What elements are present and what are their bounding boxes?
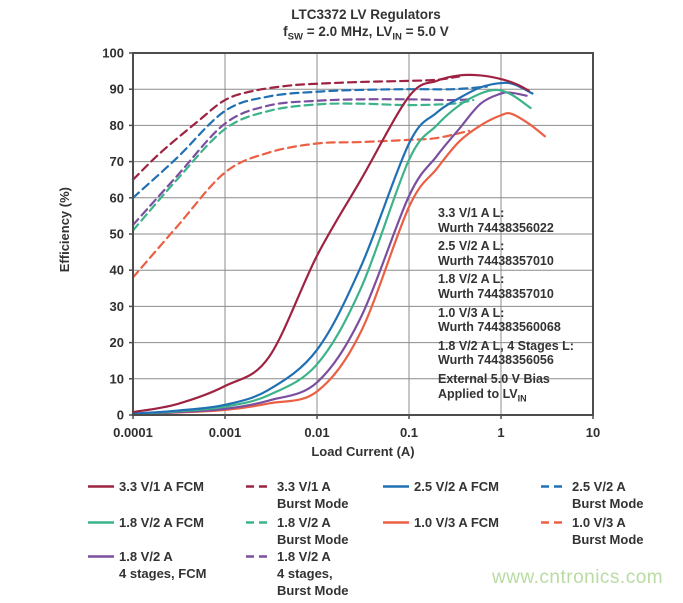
legend-label: 2.5 V/2 A Burst Mode xyxy=(572,479,644,511)
inductor-note-label: 2.5 V/2 A L: xyxy=(438,239,505,254)
series-2-5-v-2-a-burst-mode xyxy=(131,85,488,199)
legend-item-2-5-v-2-a-burst-mode: 2.5 V/2 A Burst Mode xyxy=(541,478,644,512)
legend-item-1-8-v-2-a-fcm: 1.8 V/2 A FCM xyxy=(88,514,204,531)
series-3-3-v-1-a-burst-mode xyxy=(131,75,461,181)
subtitle-f-sub: SW xyxy=(287,31,303,43)
series-1-8-v-2-a-4-stages-fcm xyxy=(131,91,528,416)
dashed-line-swatch-icon xyxy=(246,485,272,488)
subtitle-f: f xyxy=(283,24,288,39)
chart-subtitle: fSW = 2.0 MHz, LVIN = 5.0 V xyxy=(133,23,599,46)
x-tick-label: 0.01 xyxy=(304,425,329,440)
legend-item-2-5-v-2-a-fcm: 2.5 V/2 A FCM xyxy=(383,478,499,495)
y-tick-label: 100 xyxy=(102,46,124,61)
legend-label: 3.3 V/1 A Burst Mode xyxy=(277,479,349,511)
watermark: www.cntronics.com xyxy=(492,567,664,588)
dashed-line-swatch-icon xyxy=(246,555,272,558)
plot-frame xyxy=(132,52,594,416)
dashed-line-swatch-icon xyxy=(541,521,567,524)
y-tick-label: 70 xyxy=(110,154,124,169)
subtitle-mid: = 2.0 MHz, LV xyxy=(302,24,393,39)
inductor-note: 1.8 V/2 A L, 4 Stages L: Wurth 7443835605… xyxy=(438,339,574,368)
x-tick-label: 10 xyxy=(586,425,600,440)
legend-label: 3.3 V/1 A FCM xyxy=(119,479,205,494)
bias-note-line2: Applied to LVIN xyxy=(438,386,527,404)
y-tick-label: 90 xyxy=(110,82,124,97)
series-1-0-v-3-a-burst-mode xyxy=(131,129,471,279)
series-1-8-v-2-a-burst-mode xyxy=(131,98,475,232)
series-1-8-v-2-a-fcm xyxy=(131,88,532,415)
y-tick-label: 80 xyxy=(110,118,124,133)
series-3-3-v-1-a-fcm xyxy=(131,73,530,414)
inductor-note: 1.8 V/2 A L: Wurth 74438357010 xyxy=(438,272,574,301)
solid-line-swatch-icon xyxy=(88,555,114,558)
chart-title: LTC3372 LV Regulators xyxy=(291,7,441,22)
inductor-note-label: 1.8 V/2 A L: xyxy=(438,272,505,287)
y-tick-label: 0 xyxy=(117,408,124,423)
y-tick-label: 40 xyxy=(110,263,124,278)
inductor-note: 1.0 V/3 A L: Wurth 744383560068 xyxy=(438,306,574,335)
legend-label: 2.5 V/2 A FCM xyxy=(414,479,500,494)
legend-item-1-8-v-2-a-burst-mode: 1.8 V/2 A Burst Mode xyxy=(246,514,349,548)
inductor-note-value: Wurth 74438357010 xyxy=(438,286,554,301)
inductor-note-value: Wurth 744383560068 xyxy=(438,320,561,335)
legend-item-3-3-v-1-a-burst-mode: 3.3 V/1 A Burst Mode xyxy=(246,478,349,512)
series-1-0-v-3-a-fcm xyxy=(131,112,546,416)
subtitle-lv-sub: IN xyxy=(392,31,402,43)
legend-label: 1.0 V/3 A Burst Mode xyxy=(572,515,644,547)
legend-label: 1.8 V/2 A Burst Mode xyxy=(277,515,349,547)
solid-line-swatch-icon xyxy=(88,485,114,488)
inductor-note-label: 1.8 V/2 A L, 4 Stages L: xyxy=(438,338,574,353)
dashed-line-swatch-icon xyxy=(246,521,272,524)
dashed-line-swatch-icon xyxy=(541,485,567,488)
inductor-note-value: Wurth 74438357010 xyxy=(438,253,554,268)
solid-line-swatch-icon xyxy=(88,521,114,524)
inductor-note-label: 1.0 V/3 A L: xyxy=(438,305,505,320)
y-tick-label: 60 xyxy=(110,190,124,205)
y-tick-label: 20 xyxy=(110,335,124,350)
x-tick-label: 0.0001 xyxy=(113,425,153,440)
y-tick-label: 50 xyxy=(110,227,124,242)
subtitle-end: = 5.0 V xyxy=(401,24,449,39)
series-1-8-v-2-a-4-stages-burst-mode xyxy=(131,97,475,227)
legend-item-3-3-v-1-a-fcm: 3.3 V/1 A FCM xyxy=(88,478,204,495)
legend-item-1-0-v-3-a-fcm: 1.0 V/3 A FCM xyxy=(383,514,499,531)
y-tick-label: 30 xyxy=(110,299,124,314)
solid-line-swatch-icon xyxy=(383,485,409,488)
inductor-note-label: 3.3 V/1 A L: xyxy=(438,206,505,220)
x-tick-label: 0.1 xyxy=(400,425,418,440)
solid-line-swatch-icon xyxy=(383,521,409,524)
inductor-note-value: Wurth 74438356022 xyxy=(438,220,554,235)
inductor-note: 2.5 V/2 A L: Wurth 74438357010 xyxy=(438,239,574,268)
bias-note-line1: External 5.0 V Bias xyxy=(438,371,550,386)
legend-item-1-0-v-3-a-burst-mode: 1.0 V/3 A Burst Mode xyxy=(541,514,644,548)
x-tick-label: 0.001 xyxy=(209,425,242,440)
y-tick-label: 10 xyxy=(110,371,124,386)
legend-label: 1.8 V/2 A FCM xyxy=(119,515,205,530)
chart-title-block: LTC3372 LV Regulators fSW = 2.0 MHz, LVI… xyxy=(133,6,599,46)
x-axis-title: Load Current (A) xyxy=(311,444,415,459)
series-2-5-v-2-a-fcm xyxy=(131,81,534,415)
inductor-note-value: Wurth 74438356056 xyxy=(438,353,554,368)
bias-note: External 5.0 V Bias Applied to LVIN xyxy=(438,372,574,406)
inductor-note: 3.3 V/1 A L: Wurth 74438356022 xyxy=(438,206,574,235)
x-tick-label: 1 xyxy=(497,425,504,440)
y-axis-title: Efficiency (%) xyxy=(57,187,72,273)
efficiency-chart: 0.0001 0.001 0.01 0.1 1 100102030405060708090… xyxy=(102,46,600,441)
inductor-annotation: 3.3 V/1 A L: Wurth 74438356022 2.5 V/2 A L… xyxy=(438,206,574,406)
legend-label: 1.0 V/3 A FCM xyxy=(414,515,500,530)
